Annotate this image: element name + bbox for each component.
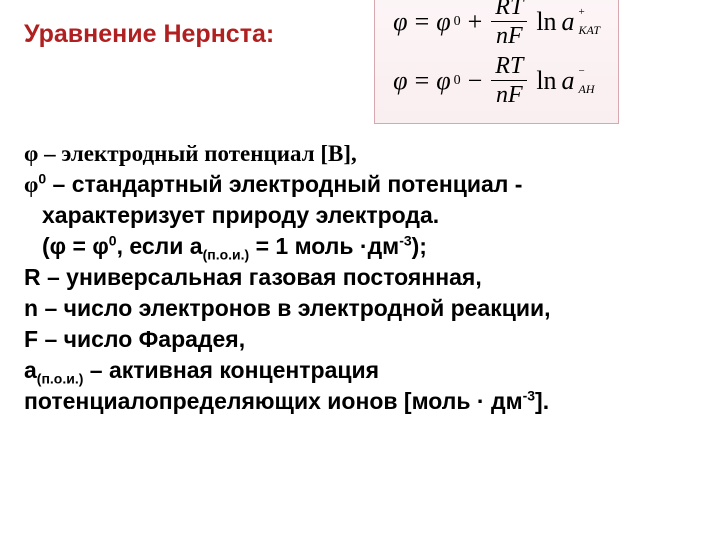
equals: = [415, 9, 430, 35]
ln: ln [536, 68, 556, 94]
def-ions: потенциалопределяющих ионов [моль · дм-3… [24, 386, 696, 417]
denominator: nF [492, 22, 527, 48]
phi0-base: φ [436, 68, 450, 94]
op-plus: + [468, 9, 483, 35]
equals: = [415, 68, 430, 94]
def-phi0-cont: характеризует природу электрода. [24, 200, 696, 231]
definitions-block: φ – электродный потенциал [В], φ0 – стан… [24, 138, 696, 417]
phi0-base: φ [436, 9, 450, 35]
def-R: R – универсальная газовая постоянная, [24, 262, 696, 293]
op-minus: − [468, 68, 483, 94]
subscript-1: + КАТ [579, 7, 601, 36]
def-phi0: φ0 – стандартный электродный потенциал - [24, 169, 696, 200]
def-phi: φ – электродный потенциал [В], [24, 138, 696, 169]
a-var: a [562, 68, 575, 94]
ln: ln [536, 9, 556, 35]
phi: φ [393, 9, 407, 35]
def-n: n – число электронов в электродной реакц… [24, 293, 696, 324]
def-condition: (φ = φ0, если а(п.о.и.) = 1 моль ·дм-3); [24, 231, 696, 262]
numerator: RT [491, 0, 527, 22]
fraction: RT nF [491, 0, 527, 48]
numerator: RT [491, 54, 527, 81]
def-a: а(п.о.и.) – активная концентрация [24, 355, 696, 386]
equation-box: φ = φ0 + RT nF ln a + КАТ φ = φ0 − RT nF [374, 0, 619, 124]
fraction: RT nF [491, 54, 527, 107]
a-var: a [562, 9, 575, 35]
page-title: Уравнение Нернста: [24, 20, 274, 49]
equation-2: φ = φ0 − RT nF ln a − АН [393, 54, 600, 107]
denominator: nF [492, 81, 527, 107]
equation-1: φ = φ0 + RT nF ln a + КАТ [393, 0, 600, 48]
def-F: F – число Фарадея, [24, 324, 696, 355]
phi: φ [393, 68, 407, 94]
subscript-2: − АН [579, 66, 595, 95]
